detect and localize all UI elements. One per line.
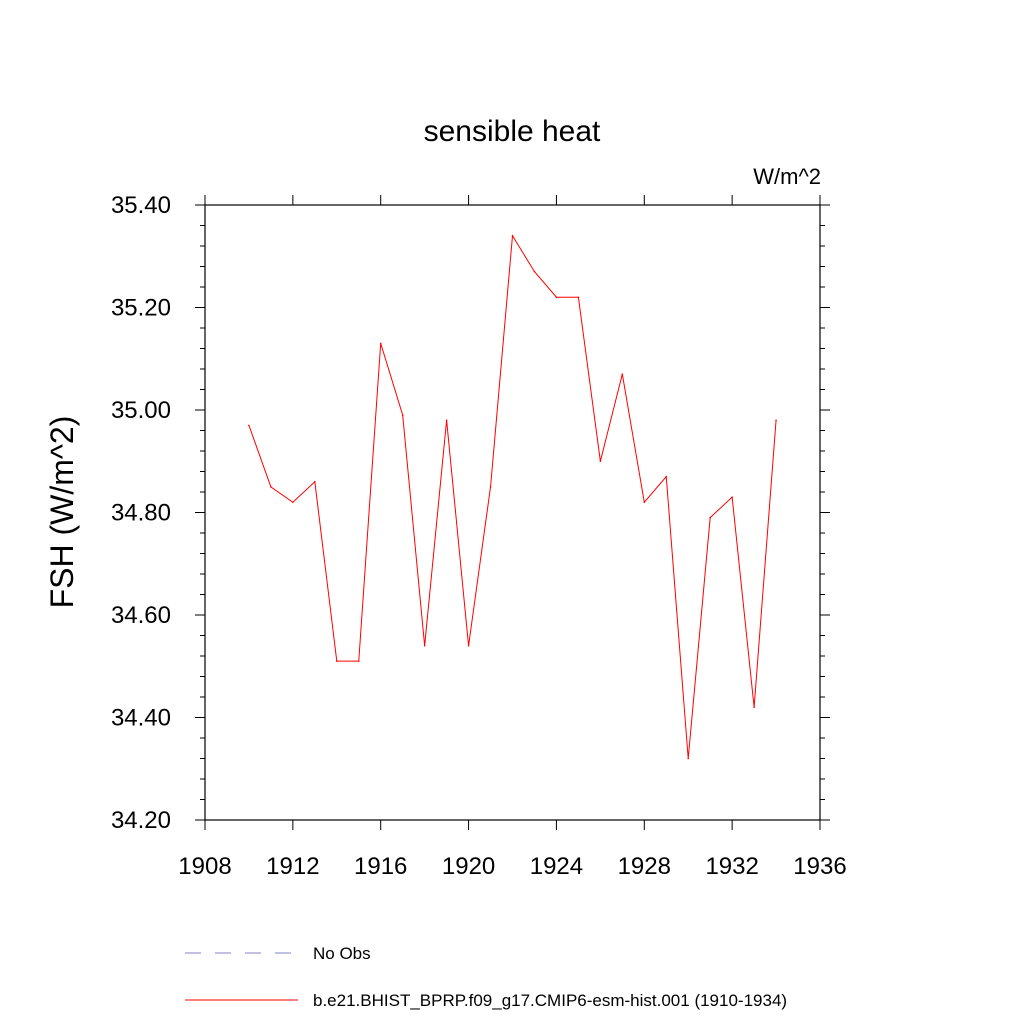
series-point xyxy=(489,486,492,488)
series-point xyxy=(577,296,580,299)
series-point xyxy=(709,516,711,519)
series-point xyxy=(445,419,448,422)
y-tick-label: 35.20 xyxy=(111,295,171,322)
series-point xyxy=(314,480,316,483)
series-point xyxy=(335,660,338,662)
series-point xyxy=(248,424,250,427)
units-label: W/m^2 xyxy=(753,164,821,189)
y-axis-label: FSH (W/m^2) xyxy=(44,416,80,609)
legend-entry-label: No Obs xyxy=(313,944,371,963)
series-point xyxy=(467,644,470,647)
series-point xyxy=(731,496,733,498)
legend-entry-label: b.e21.BHIST_BPRP.f09_g17.CMIP6-esm-hist.… xyxy=(313,991,787,1010)
x-tick-label: 1912 xyxy=(266,853,319,880)
y-tick-label: 35.00 xyxy=(111,397,171,424)
x-tick-label: 1928 xyxy=(618,853,671,880)
series-point xyxy=(270,486,272,488)
axis-tick-labels: 1908 1912 1916 1920 1924 1928 1932 1936 34.20 34.… xyxy=(111,192,847,880)
x-tick-label: 1924 xyxy=(530,853,583,880)
series-point xyxy=(533,270,536,273)
series-point xyxy=(665,475,668,478)
y-tick-label: 35.40 xyxy=(111,192,171,219)
chart-title: sensible heat xyxy=(424,115,601,148)
plot-frame xyxy=(204,204,821,821)
x-tick-label: 1932 xyxy=(705,853,758,880)
legend: No Obs b.e21.BHIST_BPRP.f09_g17.CMIP6-esm… xyxy=(185,944,787,1010)
x-tick-label: 1936 xyxy=(793,853,846,880)
series-point xyxy=(555,296,558,299)
series-line xyxy=(248,234,777,759)
x-tick-label: 1920 xyxy=(442,853,495,880)
series-point xyxy=(401,414,404,416)
y-tick-label: 34.60 xyxy=(111,602,171,629)
axis-ticks xyxy=(195,195,830,830)
series-point xyxy=(753,706,755,709)
y-tick-label: 34.80 xyxy=(111,500,171,527)
series-point xyxy=(621,373,624,375)
series-point xyxy=(379,342,382,345)
series-point xyxy=(511,234,514,237)
series-point xyxy=(687,757,690,760)
series-point xyxy=(423,644,426,647)
y-tick-label: 34.20 xyxy=(111,807,171,834)
series-point xyxy=(643,501,646,504)
x-tick-label: 1908 xyxy=(178,853,231,880)
y-tick-label: 34.40 xyxy=(111,705,171,732)
data-series xyxy=(248,234,777,760)
series-point xyxy=(599,460,602,463)
series-point xyxy=(775,419,777,422)
series-point xyxy=(357,660,360,662)
x-tick-label: 1916 xyxy=(354,853,407,880)
series-point xyxy=(292,501,294,504)
